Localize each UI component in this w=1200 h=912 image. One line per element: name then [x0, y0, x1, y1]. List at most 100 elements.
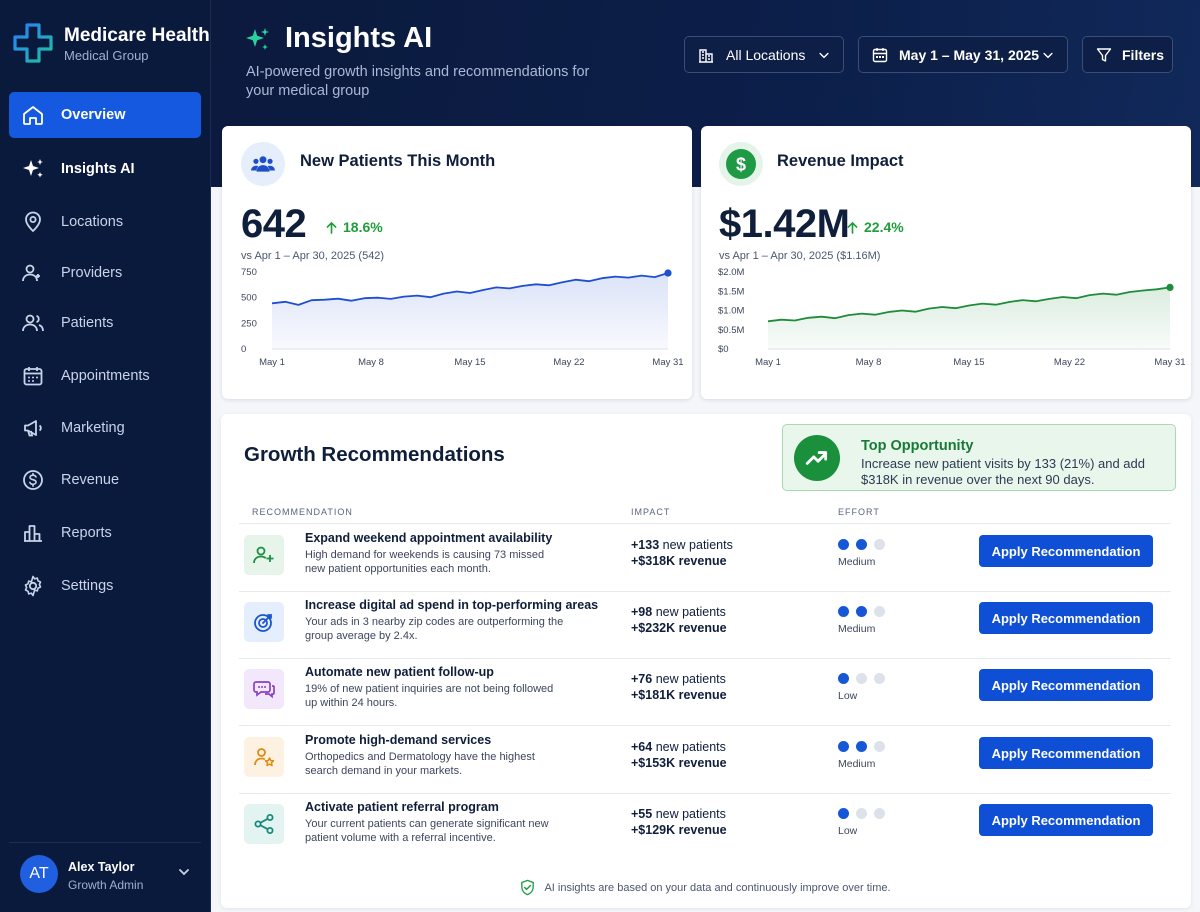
- recommendation-description: 19% of new patient inquiries are not bei…: [305, 683, 554, 709]
- effort-label: Low: [838, 825, 858, 837]
- user-role: Growth Admin: [68, 878, 144, 892]
- section-title: Growth Recommendations: [244, 443, 505, 466]
- x-tick-label: May 15: [454, 357, 485, 368]
- apply-recommendation-button[interactable]: Apply Recommendation: [979, 804, 1153, 836]
- gear-icon: [24, 575, 42, 597]
- recommendation-name: Activate patient referral program: [305, 800, 499, 814]
- effort-label: Medium: [838, 623, 876, 635]
- table-row: Promote high-demand services Orthopedics …: [239, 727, 1171, 793]
- effort-dots: [838, 673, 885, 684]
- apply-recommendation-button[interactable]: Apply Recommendation: [979, 602, 1153, 634]
- sidebar-item-label: Patients: [61, 315, 114, 331]
- effort-dot: [856, 606, 867, 617]
- kpi-value: 642: [241, 202, 307, 246]
- top-opportunity-title: Top Opportunity: [861, 438, 974, 454]
- locations-dropdown[interactable]: All Locations: [684, 36, 844, 73]
- effort-dot: [838, 673, 849, 684]
- effort-dot: [874, 673, 885, 684]
- table-row: Activate patient referral program Your cu…: [239, 794, 1171, 860]
- impact-revenue: +$318K revenue: [631, 554, 727, 568]
- y-tick-label: 250: [241, 318, 257, 329]
- sidebar-item-settings[interactable]: Settings: [9, 563, 201, 609]
- sidebar-item-locations[interactable]: Locations: [9, 199, 201, 245]
- recommendation-description: Orthopedics and Dermatology have the hig…: [305, 751, 535, 777]
- y-tick-label: 0: [241, 344, 246, 355]
- chevron-down-icon: [179, 869, 189, 876]
- sparkle-icon: [246, 28, 269, 50]
- apply-recommendation-button[interactable]: Apply Recommendation: [979, 669, 1153, 701]
- y-tick-label: $1.5M: [718, 286, 744, 297]
- effort-dot: [856, 539, 867, 550]
- impact-patients: +133: [631, 538, 660, 552]
- impact-revenue: +$232K revenue: [631, 621, 727, 635]
- sidebar-item-appointments[interactable]: Appointments: [9, 353, 201, 399]
- recommendation-name: Promote high-demand services: [305, 733, 492, 747]
- recommendation-description: Your ads in 3 nearby zip codes are outpe…: [305, 616, 564, 642]
- brand[interactable]: Medicare Health Medical Group: [12, 20, 210, 66]
- brand-subtitle: Medical Group: [64, 48, 149, 63]
- bar-chart-icon: [24, 525, 42, 542]
- card-title: Revenue Impact: [777, 152, 904, 170]
- impact-revenue: +$181K revenue: [631, 688, 727, 702]
- effort-dot: [856, 808, 867, 819]
- effort-dot: [856, 741, 867, 752]
- effort-dot: [874, 741, 885, 752]
- impact-patients: +76: [631, 672, 653, 686]
- impact-patients: +98: [631, 605, 653, 619]
- footer-text: AI insights are based on your data and c…: [544, 881, 891, 894]
- effort-dot: [838, 606, 849, 617]
- x-tick-label: May 22: [1054, 357, 1085, 368]
- patients-icon: [241, 142, 285, 186]
- arrow-up-icon: [326, 221, 337, 234]
- shield-check-icon: [521, 879, 535, 896]
- x-tick-label: May 1: [755, 357, 781, 368]
- sidebar-item-revenue[interactable]: Revenue: [9, 457, 201, 503]
- card-title: New Patients This Month: [300, 152, 496, 170]
- sidebar-item-reports[interactable]: Reports: [9, 510, 201, 556]
- new-patients-card: New Patients This Month 642 18.6% vs Apr…: [222, 126, 692, 399]
- sparkle-icon: [23, 159, 43, 178]
- sidebar-item-overview[interactable]: Overview: [9, 92, 201, 138]
- y-tick-label: $1.0M: [718, 306, 744, 317]
- y-tick-label: 750: [241, 267, 257, 278]
- revenue-impact-card: $ Revenue Impact $1.42M 22.4% vs Apr 1 –…: [701, 126, 1191, 399]
- sidebar-item-marketing[interactable]: Marketing: [9, 405, 201, 451]
- dollar-icon: $: [719, 142, 763, 186]
- date-range-label: May 1 – May 31, 2025: [899, 46, 1040, 63]
- sidebar-item-patients[interactable]: Patients: [9, 300, 201, 346]
- sidebar-item-label: Reports: [61, 525, 112, 541]
- patients-icon: [22, 314, 44, 332]
- user-star-icon: [244, 737, 284, 777]
- apply-recommendation-button[interactable]: Apply Recommendation: [979, 737, 1153, 769]
- effort-dot: [874, 606, 885, 617]
- revenue-chart: $2.0M $1.5M $1.0M $0.5M $0 May 1 May 8 May 15 Ma…: [718, 267, 1186, 368]
- date-range-picker[interactable]: May 1 – May 31, 2025: [858, 36, 1068, 73]
- top-opportunity-text: Increase new patient visits by 133 (21%)…: [861, 456, 1146, 487]
- filters-button[interactable]: Filters: [1082, 36, 1173, 73]
- sidebar-item-providers[interactable]: Providers: [9, 250, 201, 296]
- sidebar-item-insights-ai[interactable]: Insights AI: [9, 146, 201, 192]
- recommendation-name: Increase digital ad spend in top-perform…: [305, 598, 599, 612]
- x-tick-label: May 31: [652, 357, 683, 368]
- target-icon: [244, 602, 284, 642]
- filter-icon: [1096, 47, 1112, 62]
- megaphone-icon: [24, 420, 42, 437]
- impact-revenue: +$129K revenue: [631, 823, 727, 837]
- kpi-delta-value: 22.4%: [864, 219, 904, 235]
- user-name: Alex Taylor: [68, 860, 135, 874]
- calendar-icon: [23, 367, 43, 386]
- user-menu[interactable]: AT Alex Taylor Growth Admin: [9, 842, 201, 902]
- providers-icon: [22, 264, 40, 282]
- filters-label: Filters: [1122, 46, 1165, 63]
- x-tick-label: May 8: [358, 357, 384, 368]
- location-pin-icon: [25, 211, 41, 233]
- impact-revenue: +$153K revenue: [631, 756, 727, 770]
- sidebar: Medicare Health Medical Group Overview In…: [0, 0, 211, 912]
- effort-dot: [874, 808, 885, 819]
- effort-dot: [874, 539, 885, 550]
- apply-recommendation-button[interactable]: Apply Recommendation: [979, 535, 1153, 567]
- sidebar-item-label: Locations: [61, 214, 124, 230]
- sidebar-item-label: Revenue: [61, 472, 120, 488]
- effort-dots: [838, 539, 885, 550]
- column-header-effort: EFFORT: [838, 507, 880, 517]
